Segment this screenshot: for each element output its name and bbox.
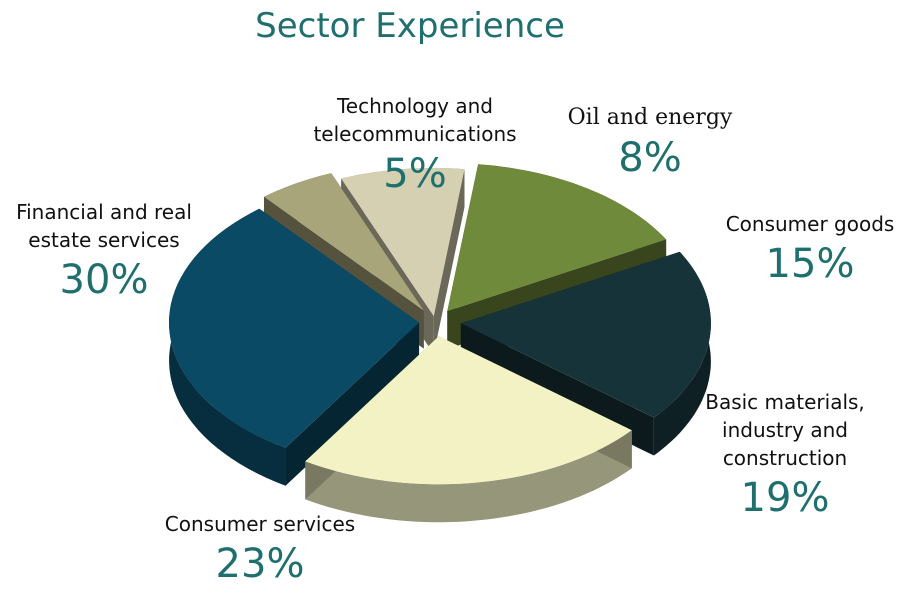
slice-name-technology: Technology and telecommunications <box>313 94 517 146</box>
slice-label-oil-energy: Oil and energy 8% <box>545 104 755 184</box>
pie-slice-financial <box>168 208 420 448</box>
pie-slice-edge-financial-0 <box>285 322 420 486</box>
slice-name-consumer-goods: Consumer goods <box>725 212 895 236</box>
slice-value-consumer-services: 23% <box>215 541 305 587</box>
slice-value-oil-energy: 8% <box>618 135 682 181</box>
slice-label-consumer-services: Consumer services 23% <box>150 510 370 590</box>
slice-value-financial: 30% <box>59 257 149 303</box>
pie-slice-consumer-goods <box>447 164 667 312</box>
slice-label-consumer-goods: Consumer goods 15% <box>712 210 908 290</box>
slice-value-consumer-goods: 15% <box>765 241 855 287</box>
slice-label-financial: Financial and real estate services 30% <box>4 198 204 306</box>
slice-value-technology: 5% <box>383 151 447 197</box>
slice-label-technology: Technology and telecommunications 5% <box>290 92 540 200</box>
pie-slice-side-consumer-services <box>305 430 632 523</box>
pie-slice-technology <box>264 173 424 311</box>
slice-value-basic-materials: 19% <box>740 475 830 521</box>
pie-slice-edge-oil-energy-1 <box>433 169 465 355</box>
pie-slice-consumer-services <box>305 336 632 485</box>
slice-name-basic-materials: Basic materials, industry and constructi… <box>705 390 865 470</box>
slice-name-oil-energy: Oil and energy <box>567 105 733 130</box>
slice-name-consumer-services: Consumer services <box>164 512 356 536</box>
chart-title: Sector Experience <box>255 6 565 46</box>
slice-name-financial: Financial and real estate services <box>16 200 192 252</box>
pie-slice-oil-energy <box>341 168 465 317</box>
slice-label-basic-materials: Basic materials, industry and constructi… <box>700 388 870 524</box>
pie-slice-basic-materials <box>460 251 711 418</box>
